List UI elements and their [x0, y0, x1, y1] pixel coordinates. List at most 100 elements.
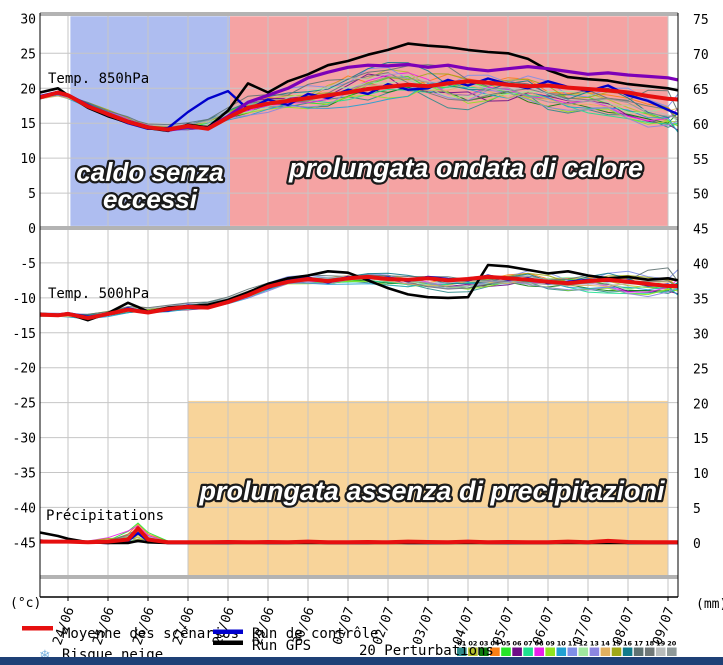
legend-control-label: Run de contrôle	[252, 626, 378, 642]
left-tick-label: -45	[13, 536, 36, 551]
perturbation-swatch-17	[633, 647, 644, 656]
perturbation-swatch-16	[622, 647, 633, 656]
panel-label-precipitations: Précipitations	[46, 508, 164, 524]
right-tick-label: 15	[693, 432, 709, 447]
right-tick-label: 55	[693, 153, 709, 168]
perturbation-swatch-11	[567, 647, 578, 656]
right-tick-label: 45	[693, 223, 709, 238]
perturbation-swatch-08	[534, 647, 544, 656]
left-tick-label: 5	[28, 187, 36, 202]
perturbation-number: 05	[501, 640, 511, 648]
perturbation-swatch-07	[523, 647, 533, 656]
perturbation-swatch-09	[545, 647, 555, 656]
x-tick-label: 03/07	[410, 605, 437, 647]
right-tick-label: 20	[693, 397, 709, 412]
panel-label-850hpa: Temp. 850hPa	[48, 71, 149, 87]
legend-perturbations-label: 20 Perturbations	[359, 643, 494, 659]
left-tick-label: 10	[20, 152, 36, 167]
panel-label-500hpa: Temp. 500hPa	[48, 286, 149, 302]
ensemble-mean-line-temp850	[39, 79, 679, 132]
perturbation-swatch-15	[611, 647, 622, 656]
left-tick-label: -25	[13, 397, 36, 412]
perturbation-number: 09	[546, 640, 556, 648]
perturbation-swatch-19	[655, 647, 666, 656]
snowflake-icon: ❄	[39, 648, 51, 664]
right-tick-label: 30	[693, 327, 709, 342]
perturbation-number: 19	[656, 640, 666, 648]
perturbation-swatches: 01 02 03 04 05 06 07 08 09 10 11 12 13 14 15 16 17 18 19 20	[457, 640, 677, 656]
ensemble-member-line	[39, 64, 679, 126]
right-tick-label: 65	[693, 83, 709, 98]
right-tick-label: 10	[693, 467, 709, 482]
perturbation-swatch-06	[512, 647, 522, 656]
perturbation-number: 20	[667, 640, 677, 648]
left-tick-label: -5	[20, 257, 36, 272]
left-tick-label: -10	[13, 292, 36, 307]
panel-precip	[39, 522, 679, 545]
annotation-ondata-calore: prolungata ondata di calore	[288, 153, 643, 183]
perturbation-number: 11	[568, 640, 578, 648]
gfs-run-line-temp500	[39, 263, 679, 322]
perturbation-number: 18	[645, 640, 655, 648]
annotation-caldo-line1: caldo senza	[76, 157, 223, 187]
right-tick-label: 0	[693, 537, 701, 552]
annotation-assenza-precipitazioni: prolungata assenza di precipitazioni	[198, 476, 665, 506]
left-tick-label: 20	[20, 82, 36, 97]
left-tick-label: -30	[13, 432, 36, 447]
footer-bar	[0, 657, 723, 665]
region-prolungata-ondata-di-calore	[230, 16, 668, 226]
perturbation-swatch-05	[501, 647, 511, 656]
ensemble-mean-line-precip	[40, 526, 678, 545]
legend-mean-label: Moyenne des scénarios	[62, 626, 239, 642]
perturbation-swatch-03	[479, 647, 489, 656]
perturbation-swatch-14	[600, 647, 611, 656]
perturbation-swatch-10	[556, 647, 567, 656]
left-tick-label: -20	[13, 362, 36, 377]
right-tick-label: 25	[693, 362, 709, 377]
perturbation-number: 15	[612, 640, 622, 648]
perturbation-number: 13	[590, 640, 599, 648]
perturbation-number: 03	[479, 640, 488, 648]
perturbation-number: 17	[634, 640, 643, 648]
perturbation-number: 06	[512, 640, 522, 648]
right-tick-label: 35	[693, 293, 709, 308]
panel-temp500	[39, 263, 679, 322]
control-line-swatch	[213, 629, 243, 634]
right-tick-label: 60	[693, 118, 709, 133]
perturbation-number: 10	[557, 640, 567, 648]
left-tick-label: 30	[20, 12, 36, 27]
left-tick-label: -35	[13, 467, 36, 482]
perturbation-number: 16	[623, 640, 633, 648]
perturbation-swatch-20	[667, 647, 677, 656]
left-tick-label: 25	[20, 47, 36, 62]
right-tick-label: 75	[693, 13, 709, 28]
left-tick-label: 0	[28, 222, 36, 237]
right-axis-unit-label: (mm)	[696, 597, 723, 612]
left-axis-unit-label: (°c)	[10, 596, 41, 611]
perturbation-number: 02	[468, 640, 477, 648]
data-series-layer	[39, 42, 679, 545]
left-tick-label: 15	[20, 117, 36, 132]
perturbation-number: 01	[457, 640, 467, 648]
left-tick-label: -15	[13, 327, 36, 342]
right-tick-label: 40	[693, 258, 709, 273]
ensemble-mean-line-temp500	[39, 274, 678, 321]
right-tick-label: 5	[693, 502, 701, 517]
perturbation-number: 07	[524, 640, 533, 648]
mean-line-swatch	[22, 626, 53, 631]
perturbation-swatch-04	[490, 647, 500, 656]
perturbation-swatch-18	[644, 647, 655, 656]
perturbation-swatch-02	[468, 647, 478, 656]
perturbation-number: 12	[579, 640, 588, 648]
perturbation-number: 08	[535, 640, 545, 648]
panel-temp850	[39, 42, 679, 133]
perturbation-swatch-12	[578, 647, 589, 656]
right-tick-label: 50	[693, 188, 709, 203]
gfs-line-swatch	[213, 640, 243, 645]
left-tick-label: -40	[13, 501, 36, 516]
perturbation-swatch-01	[457, 647, 467, 656]
right-tick-label: 70	[693, 48, 709, 63]
perturbation-swatch-13	[589, 647, 600, 656]
